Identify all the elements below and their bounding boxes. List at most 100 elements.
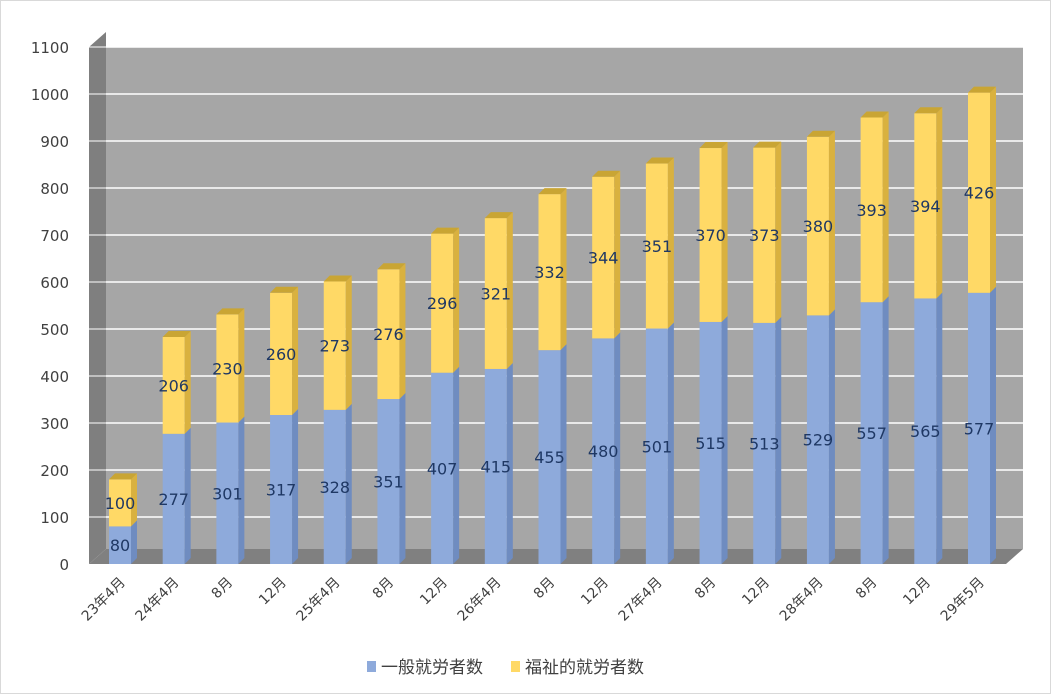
bar-top bbox=[806, 130, 835, 137]
bar-side bbox=[292, 286, 299, 416]
bar-side bbox=[936, 292, 943, 564]
data-label: 370 bbox=[695, 226, 726, 245]
data-label: 317 bbox=[266, 481, 297, 500]
bar-welfare bbox=[753, 147, 776, 323]
x-tick-label: 12月 bbox=[578, 575, 612, 609]
y-tick-label: 300 bbox=[40, 415, 69, 433]
bar-top bbox=[484, 212, 513, 219]
bar-side bbox=[721, 315, 728, 564]
bar-top bbox=[431, 227, 460, 234]
bar-top bbox=[323, 275, 352, 282]
data-label: 515 bbox=[695, 434, 726, 453]
x-tick-label: 25年4月 bbox=[294, 575, 344, 625]
y-tick-label: 700 bbox=[40, 227, 69, 245]
x-tick-label: 12月 bbox=[256, 575, 290, 609]
y-tick-label: 1100 bbox=[31, 39, 69, 57]
bar-top bbox=[162, 330, 191, 337]
y-tick-label: 1000 bbox=[31, 86, 69, 104]
bar-welfare bbox=[323, 281, 346, 410]
y-tick-label: 400 bbox=[40, 368, 69, 386]
x-tick-label: 8月 bbox=[853, 575, 881, 603]
bar-top bbox=[753, 141, 782, 148]
bar-general bbox=[377, 399, 400, 564]
bar-welfare bbox=[216, 314, 239, 423]
bar-side bbox=[345, 275, 352, 410]
y-tick-label: 500 bbox=[40, 321, 69, 339]
bar-side bbox=[614, 170, 621, 339]
x-tick-label: 28年4月 bbox=[777, 575, 827, 625]
bar-side bbox=[775, 316, 782, 564]
bar-general bbox=[699, 321, 722, 564]
data-label: 501 bbox=[642, 437, 673, 456]
y-tick-label: 200 bbox=[40, 462, 69, 480]
bar-general bbox=[806, 315, 829, 564]
bar-side bbox=[990, 86, 996, 293]
data-label: 276 bbox=[373, 325, 404, 344]
data-label: 415 bbox=[481, 457, 512, 476]
data-label: 380 bbox=[803, 217, 834, 236]
data-label: 206 bbox=[158, 376, 189, 395]
bar-side bbox=[238, 308, 245, 423]
legend-label: 一般就労者数 bbox=[381, 658, 483, 678]
bar-side bbox=[721, 142, 728, 322]
bar-side bbox=[184, 330, 191, 434]
data-label: 296 bbox=[427, 294, 458, 313]
data-label: 344 bbox=[588, 249, 619, 268]
bar-welfare bbox=[484, 218, 507, 369]
x-tick-label: 23年4月 bbox=[79, 575, 129, 625]
data-label: 577 bbox=[964, 419, 995, 438]
bar-general bbox=[109, 526, 131, 564]
bar-side bbox=[882, 296, 889, 564]
data-label: 455 bbox=[534, 448, 565, 467]
bar-general bbox=[753, 322, 776, 564]
x-tick-label: 12月 bbox=[417, 575, 451, 609]
bar-side bbox=[667, 157, 674, 329]
data-label: 426 bbox=[964, 184, 995, 203]
bar-welfare bbox=[109, 479, 131, 527]
bar-general bbox=[968, 292, 990, 564]
bar-top bbox=[270, 286, 299, 293]
bar-side bbox=[453, 366, 460, 564]
bar-welfare bbox=[162, 336, 185, 434]
bar-general bbox=[592, 338, 615, 564]
bar-side bbox=[882, 111, 889, 303]
legend-label: 福祉的就労者数 bbox=[525, 658, 644, 678]
bar-side bbox=[506, 362, 513, 564]
bar-side bbox=[184, 427, 191, 564]
bar-side bbox=[560, 188, 567, 351]
bar-general bbox=[323, 409, 346, 564]
data-label: 230 bbox=[212, 359, 243, 378]
bar-welfare bbox=[377, 269, 400, 400]
data-label: 529 bbox=[803, 431, 834, 450]
bar-side bbox=[828, 130, 835, 316]
x-tick-label: 12月 bbox=[739, 575, 773, 609]
bar-top bbox=[968, 86, 996, 93]
data-label: 273 bbox=[319, 337, 350, 356]
data-label: 351 bbox=[642, 237, 673, 256]
data-label: 351 bbox=[373, 473, 404, 492]
bar-side bbox=[399, 393, 406, 564]
y-tick-label: 600 bbox=[40, 274, 69, 292]
legend-swatch bbox=[511, 661, 520, 672]
data-label: 332 bbox=[534, 263, 565, 282]
data-label: 277 bbox=[158, 490, 189, 509]
bar-general bbox=[270, 415, 293, 564]
x-tick-label: 8月 bbox=[531, 575, 559, 603]
data-label: 328 bbox=[319, 478, 350, 497]
legend-swatch bbox=[367, 661, 376, 672]
bar-welfare bbox=[645, 163, 668, 329]
bar-top bbox=[860, 111, 889, 118]
bar-welfare bbox=[968, 92, 990, 293]
bar-general bbox=[431, 372, 454, 564]
bar-side bbox=[936, 107, 943, 299]
y-tick-label: 0 bbox=[59, 556, 69, 574]
x-tick-label: 8月 bbox=[692, 575, 720, 603]
bar-general bbox=[484, 368, 507, 564]
y-tick-label: 100 bbox=[40, 509, 69, 527]
bar-side bbox=[990, 286, 996, 564]
bar-top bbox=[109, 473, 137, 480]
x-tick-label: 29年5月 bbox=[938, 575, 988, 625]
x-tick-label: 26年4月 bbox=[455, 575, 505, 625]
